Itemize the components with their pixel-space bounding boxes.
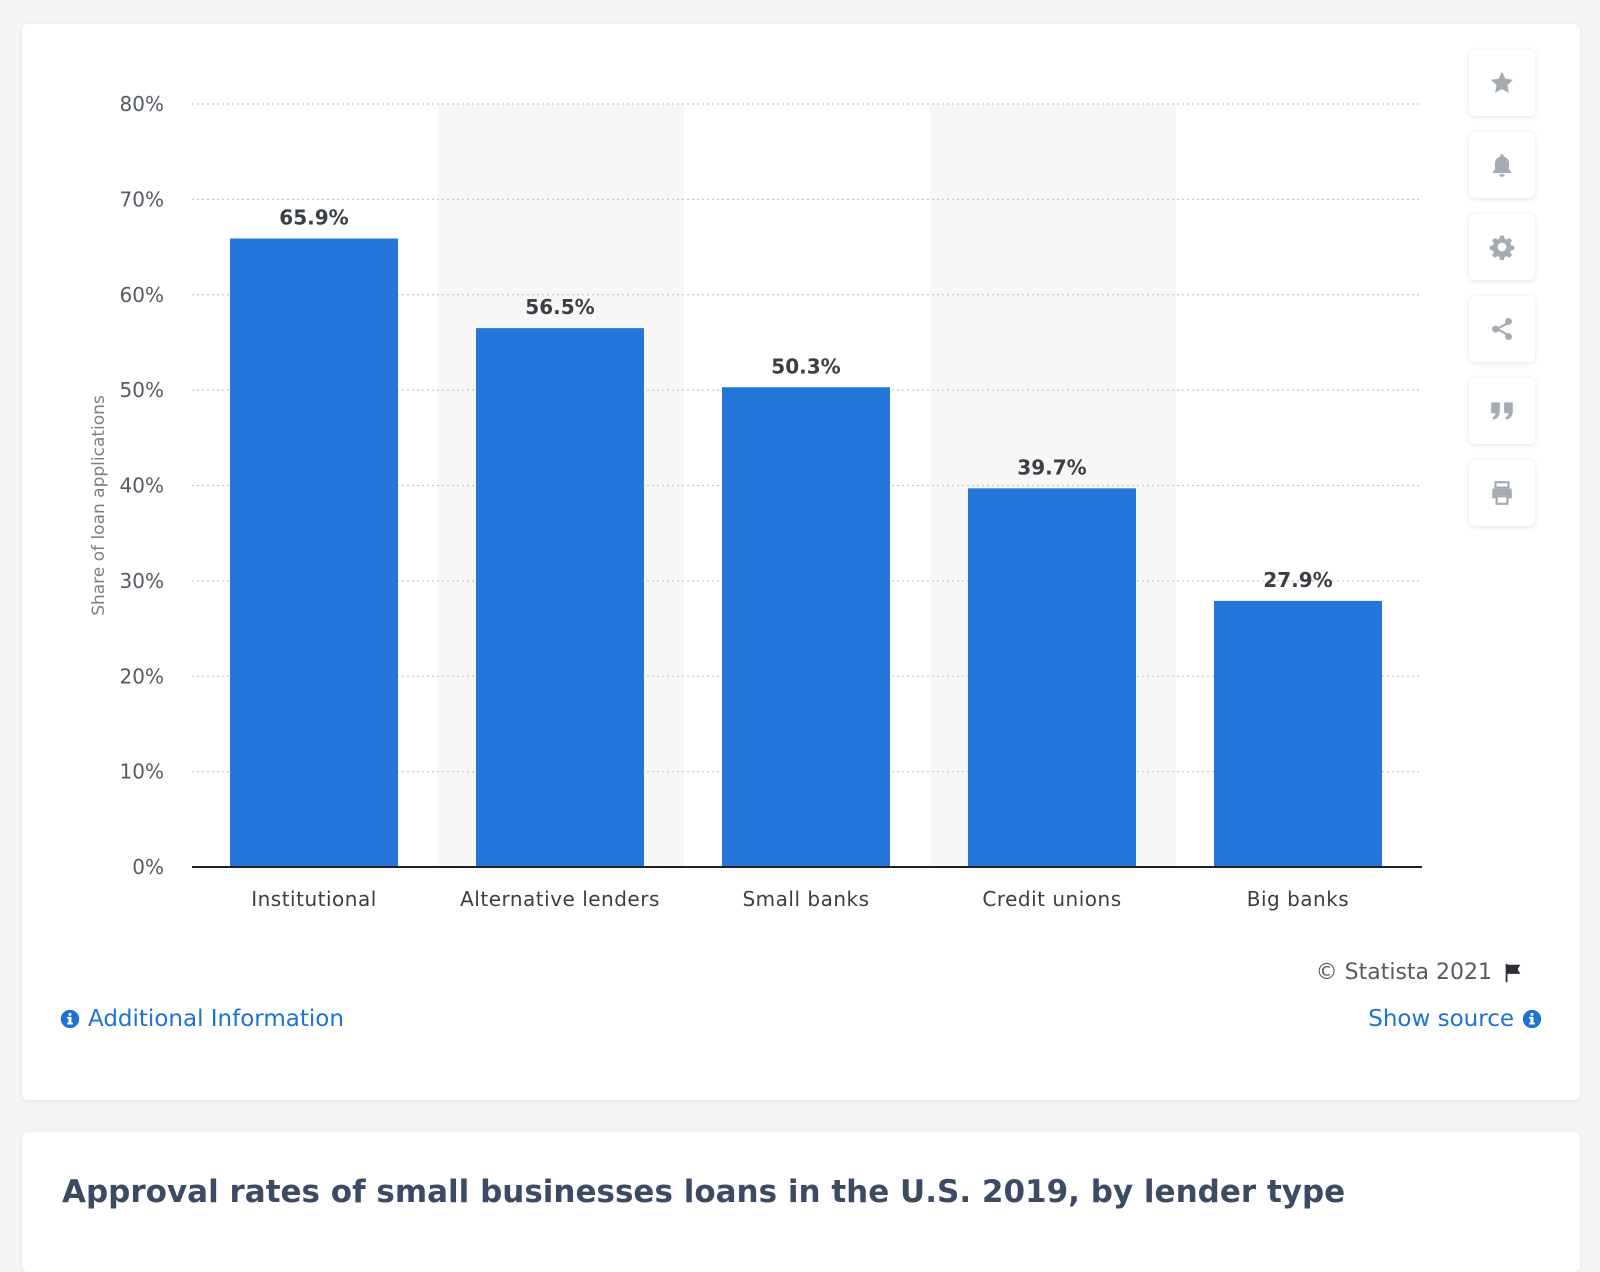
bar[interactable] — [1214, 600, 1382, 867]
show-source-link[interactable]: Show source — [1368, 1006, 1542, 1032]
info-icon — [1522, 1009, 1542, 1029]
quote-icon — [1491, 402, 1513, 420]
bar[interactable] — [476, 328, 644, 868]
star-icon — [1490, 71, 1514, 93]
y-tick-label: 70% — [120, 187, 164, 211]
x-tick-label: Small banks — [742, 887, 869, 911]
y-tick-label: 40% — [120, 474, 164, 498]
y-tick-label: 20% — [120, 664, 164, 688]
cite-button[interactable] — [1469, 378, 1535, 444]
chart-title: Approval rates of small businesses loans… — [62, 1174, 1346, 1210]
x-tick-label: Institutional — [251, 887, 377, 911]
show-source-label: Show source — [1368, 1006, 1514, 1032]
bell-icon — [1492, 154, 1512, 177]
y-tick-label: 80% — [120, 92, 164, 116]
copyright-text: © Statista 2021 — [1315, 960, 1492, 985]
x-tick-label: Big banks — [1247, 887, 1349, 911]
x-tick-label: Credit unions — [982, 887, 1121, 911]
data-label: 50.3% — [771, 354, 840, 378]
bar[interactable] — [722, 387, 890, 867]
chart-card: 0% 10% 20% 30% 40% 50% 60% 70% 80% Share of loan … — [22, 24, 1580, 1100]
additional-information-label: Additional Information — [88, 1006, 344, 1032]
x-tick-label: Alternative lenders — [460, 887, 660, 911]
y-tick-label: 10% — [120, 760, 164, 784]
chart-toolbar — [1462, 26, 1542, 526]
settings-button[interactable] — [1469, 214, 1535, 280]
title-card: Approval rates of small businesses loans… — [22, 1132, 1580, 1272]
data-label: 39.7% — [1017, 455, 1086, 479]
bar[interactable] — [968, 488, 1136, 867]
data-label: 27.9% — [1263, 568, 1332, 592]
print-button[interactable] — [1469, 460, 1535, 526]
bar[interactable] — [230, 238, 398, 867]
print-icon — [1492, 481, 1512, 505]
info-icon — [60, 1009, 80, 1029]
copyright: © Statista 2021 — [1316, 960, 1524, 985]
favorite-button[interactable] — [1469, 50, 1535, 116]
bar-chart: 0% 10% 20% 30% 40% 50% 60% 70% 80% Share of loan … — [89, 92, 1422, 911]
share-button[interactable] — [1469, 296, 1535, 362]
additional-information-link[interactable]: Additional Information — [60, 1006, 344, 1032]
data-label: 56.5% — [525, 295, 594, 319]
y-axis-title: Share of loan applications — [89, 395, 109, 616]
flag-icon[interactable] — [1502, 962, 1524, 984]
gear-icon — [1489, 235, 1515, 260]
y-tick-label: 50% — [120, 378, 164, 402]
y-tick-label: 60% — [120, 283, 164, 307]
y-tick-label: 0% — [132, 855, 164, 879]
notification-button[interactable] — [1469, 132, 1535, 198]
share-icon — [1492, 317, 1512, 341]
y-tick-label: 30% — [120, 569, 164, 593]
data-label: 65.9% — [279, 205, 348, 229]
